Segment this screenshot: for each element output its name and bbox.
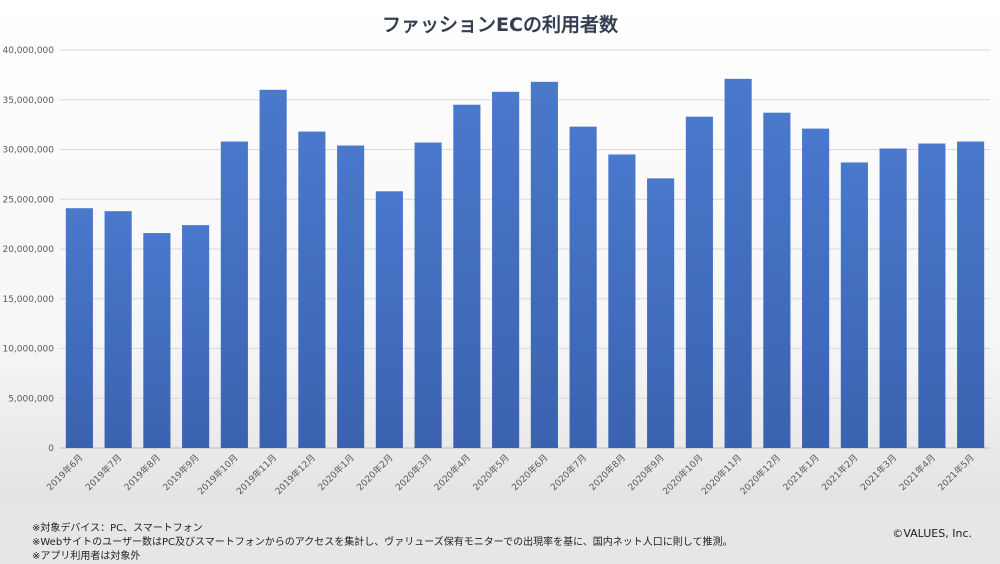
bar: [337, 145, 365, 448]
y-tick-label: 5,000,000: [8, 394, 54, 404]
y-tick-label: 0: [48, 444, 54, 454]
note-method: ※Webサイトのユーザー数はPC及びスマートフォンからのアクセスを集計し、ヴァリ…: [32, 537, 733, 548]
note-app-excluded: ※アプリ利用者は対象外: [32, 551, 141, 562]
chart-title: ファッションECの利用者数: [382, 14, 618, 36]
x-axis-ticks: 2019年6月2019年7月2019年8月2019年9月2019年10月2019…: [44, 452, 977, 498]
bar: [298, 131, 326, 448]
x-tick-label: 2020年6月: [509, 452, 550, 493]
bar: [220, 141, 248, 449]
x-tick-label: 2019年12月: [272, 452, 318, 498]
y-tick-label: 15,000,000: [2, 295, 54, 305]
bar: [918, 143, 946, 448]
x-tick-label: 2020年11月: [699, 452, 745, 498]
gridlines: [60, 49, 990, 449]
bar: [453, 104, 481, 448]
bar: [414, 142, 442, 448]
bar: [65, 208, 93, 448]
bar: [957, 141, 985, 449]
bar-chart: 0 5,000,000 10,000,000 15,000,000 20,000,000…: [2, 46, 990, 498]
y-tick-label: 10,000,000: [2, 345, 54, 355]
y-tick-label: 25,000,000: [2, 195, 54, 205]
x-tick-label: 2020年3月: [393, 452, 434, 493]
bar: [763, 112, 791, 448]
bar: [608, 154, 636, 448]
footer: ※対象デバイス：PC、スマートフォン ※Webサイトのユーザー数はPC及びスマー…: [0, 505, 1000, 564]
y-tick-label: 30,000,000: [2, 146, 54, 156]
bar: [104, 211, 132, 448]
x-tick-label: 2019年10月: [195, 452, 241, 498]
bar: [569, 126, 597, 449]
copyright: ©VALUES, Inc.: [892, 527, 972, 540]
x-tick-label: 2019年6月: [44, 452, 85, 493]
note-device: ※対象デバイス：PC、スマートフォン: [32, 523, 203, 534]
x-tick-label: 2021年1月: [780, 452, 821, 493]
y-axis-ticks: 0 5,000,000 10,000,000 15,000,000 20,000,000…: [2, 46, 54, 454]
x-tick-label: 2019年9月: [160, 452, 201, 493]
x-tick-label: 2021年3月: [858, 452, 899, 493]
x-tick-label: 2020年4月: [432, 452, 473, 493]
bar: [182, 225, 210, 448]
bar: [802, 128, 830, 449]
x-tick-label: 2021年2月: [819, 452, 860, 493]
x-tick-label: 2020年5月: [470, 452, 511, 493]
bar: [724, 78, 752, 448]
x-tick-label: 2019年7月: [83, 452, 124, 493]
x-tick-label: 2019年11月: [234, 452, 280, 498]
x-tick-label: 2020年10月: [660, 452, 706, 498]
bar: [530, 81, 558, 448]
x-tick-label: 2020年9月: [625, 452, 666, 493]
x-tick-label: 2019年8月: [122, 452, 163, 493]
bar: [375, 191, 403, 449]
y-tick-label: 20,000,000: [2, 245, 54, 255]
x-tick-label: 2021年5月: [935, 452, 976, 493]
bar: [685, 116, 713, 448]
bar: [647, 178, 675, 449]
bar: [492, 91, 520, 448]
bar: [879, 148, 907, 448]
x-tick-label: 2020年12月: [737, 452, 783, 498]
bar: [259, 89, 287, 449]
bars: [65, 78, 985, 449]
x-tick-label: 2020年8月: [587, 452, 628, 493]
x-tick-label: 2020年7月: [548, 452, 589, 493]
y-tick-label: 35,000,000: [2, 96, 54, 106]
bar: [840, 162, 868, 448]
y-tick-label: 40,000,000: [2, 46, 54, 56]
x-tick-label: 2020年2月: [354, 452, 395, 493]
x-tick-label: 2021年4月: [897, 452, 938, 493]
x-tick-label: 2020年1月: [315, 452, 356, 493]
bar: [143, 233, 171, 448]
